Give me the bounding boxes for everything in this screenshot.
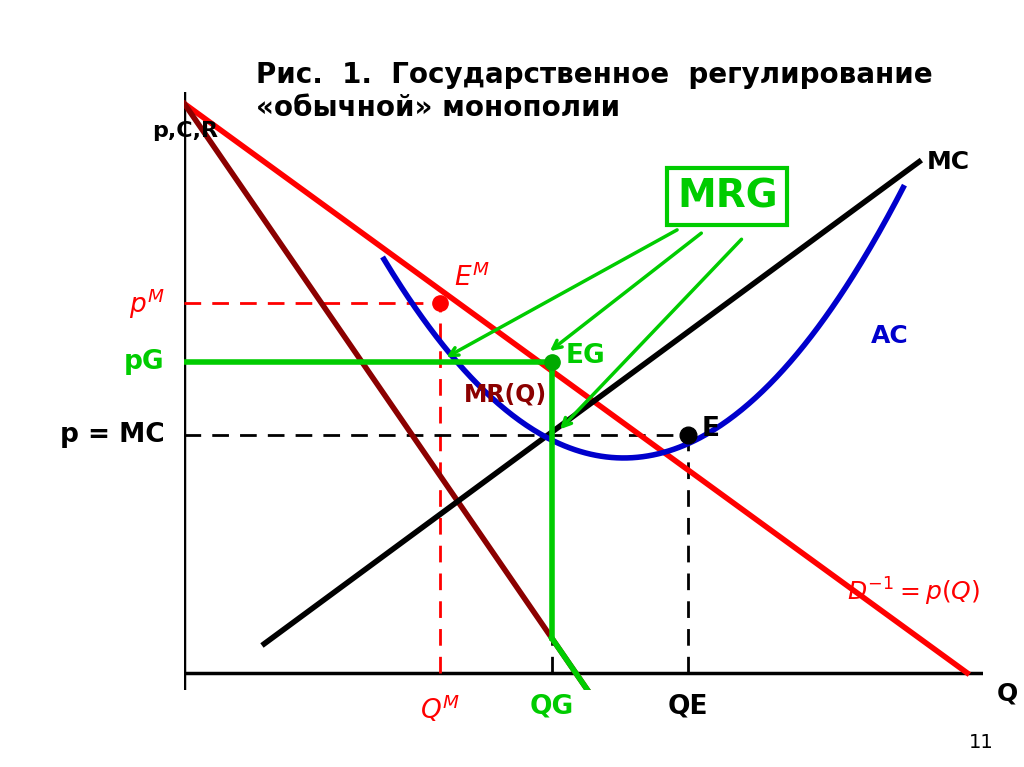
Text: p,C,R: p,C,R [153,121,218,141]
Text: QG: QG [529,693,573,719]
Text: $D^{-1} = p(Q)$: $D^{-1} = p(Q)$ [847,575,980,607]
Text: AC: AC [871,324,909,348]
Text: QE: QE [668,693,708,719]
Text: 11: 11 [969,732,993,752]
Text: Рис.  1.  Государственное  регулирование
«обычной» монополии: Рис. 1. Государственное регулирование «о… [256,61,932,122]
Text: p = MC: p = MC [59,422,164,448]
Text: $Q^M$: $Q^M$ [420,693,460,725]
Text: MRG: MRG [677,178,778,216]
Text: EG: EG [566,343,606,369]
Text: E: E [701,416,720,442]
Text: $E^M$: $E^M$ [455,263,490,292]
Text: $p^M$: $p^M$ [129,286,164,321]
Text: MC: MC [927,150,971,174]
Text: MR(Q): MR(Q) [464,382,547,406]
Text: pG: pG [124,348,164,374]
Text: Q: Q [996,682,1018,706]
